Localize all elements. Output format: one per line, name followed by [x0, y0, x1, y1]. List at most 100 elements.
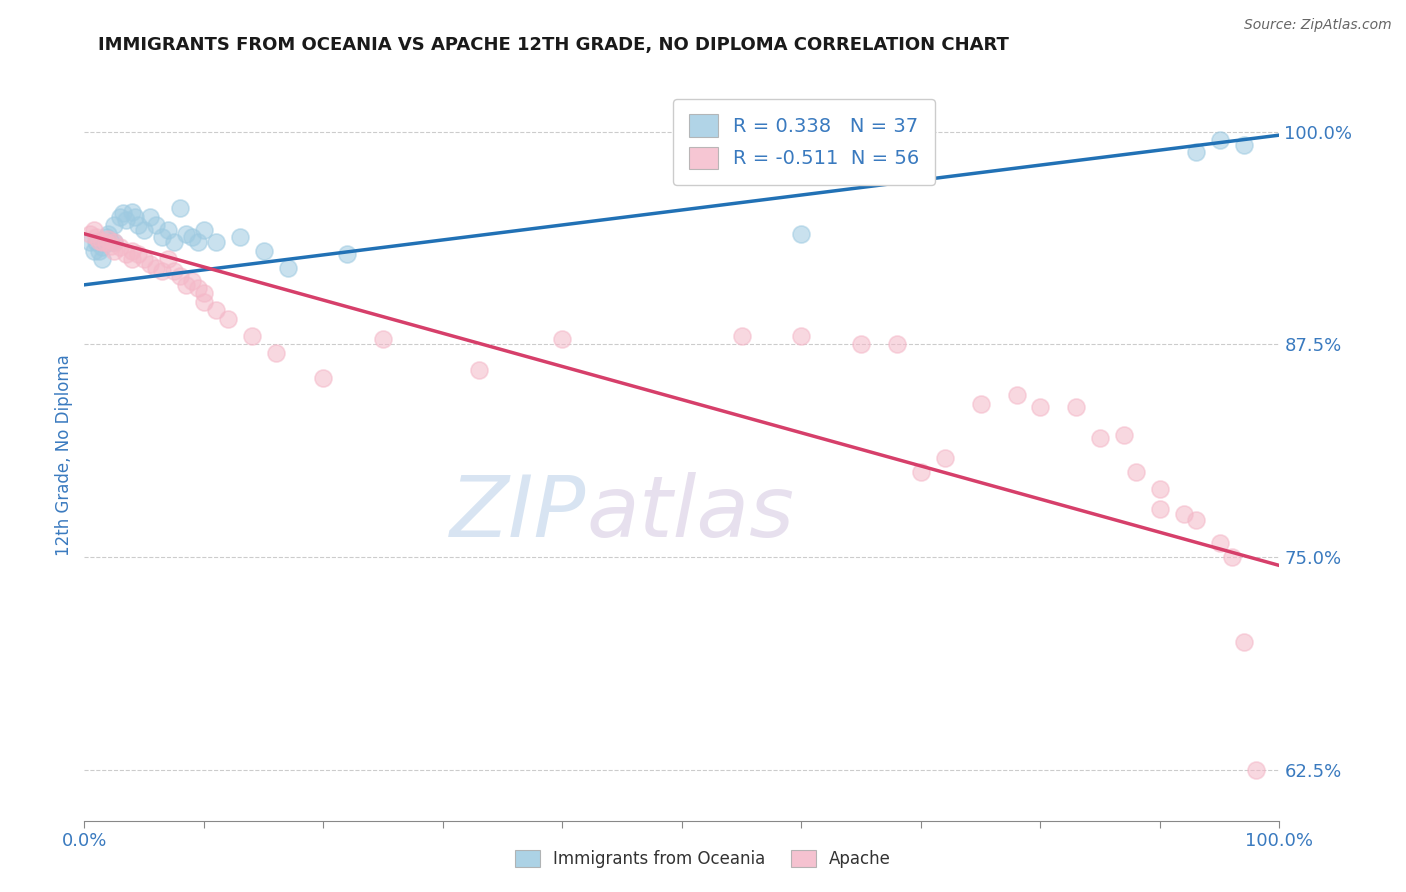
- Point: [139, 210, 162, 224]
- Point: [551, 332, 574, 346]
- Point: [91, 252, 114, 267]
- Point: [1209, 536, 1232, 550]
- Point: [169, 269, 191, 284]
- Point: [193, 223, 215, 237]
- Point: [181, 274, 204, 288]
- Point: [121, 252, 143, 267]
- Point: [181, 230, 204, 244]
- Point: [1149, 482, 1171, 496]
- Point: [94, 230, 117, 244]
- Point: [97, 227, 120, 241]
- Point: [1149, 502, 1171, 516]
- Point: [193, 286, 215, 301]
- Point: [132, 252, 156, 267]
- Point: [336, 247, 359, 261]
- Point: [169, 201, 191, 215]
- Point: [217, 311, 239, 326]
- Point: [110, 240, 132, 254]
- Point: [139, 257, 162, 271]
- Point: [1125, 465, 1147, 479]
- Point: [187, 281, 209, 295]
- Point: [910, 465, 932, 479]
- Point: [91, 240, 114, 254]
- Point: [145, 219, 167, 233]
- Point: [87, 244, 110, 258]
- Point: [277, 260, 299, 275]
- Point: [970, 397, 993, 411]
- Point: [1114, 427, 1136, 442]
- Point: [150, 264, 173, 278]
- Point: [79, 227, 101, 241]
- Point: [94, 235, 117, 250]
- Point: [103, 219, 125, 233]
- Point: [100, 235, 122, 250]
- Point: [83, 223, 105, 237]
- Point: [240, 329, 263, 343]
- Point: [1029, 401, 1052, 415]
- Point: [1220, 549, 1243, 564]
- Point: [1173, 508, 1195, 522]
- Point: [187, 235, 209, 250]
- Point: [103, 235, 125, 250]
- Point: [91, 235, 114, 250]
- Text: Source: ZipAtlas.com: Source: ZipAtlas.com: [1244, 18, 1392, 32]
- Point: [127, 247, 149, 261]
- Point: [157, 223, 180, 237]
- Point: [253, 244, 276, 258]
- Point: [157, 252, 180, 267]
- Point: [103, 235, 125, 250]
- Text: IMMIGRANTS FROM OCEANIA VS APACHE 12TH GRADE, NO DIPLOMA CORRELATION CHART: IMMIGRANTS FROM OCEANIA VS APACHE 12TH G…: [98, 36, 1010, 54]
- Legend: R = 0.338   N = 37, R = -0.511  N = 56: R = 0.338 N = 37, R = -0.511 N = 56: [673, 99, 935, 185]
- Point: [934, 451, 956, 466]
- Point: [1185, 145, 1208, 160]
- Point: [174, 227, 197, 241]
- Point: [373, 332, 395, 346]
- Point: [97, 232, 120, 246]
- Point: [731, 329, 754, 343]
- Point: [145, 260, 167, 275]
- Point: [1209, 133, 1232, 147]
- Point: [205, 303, 228, 318]
- Point: [1066, 401, 1088, 415]
- Text: ZIP: ZIP: [450, 472, 586, 555]
- Point: [121, 204, 143, 219]
- Point: [264, 346, 287, 360]
- Point: [115, 213, 138, 227]
- Point: [110, 210, 132, 224]
- Point: [174, 277, 197, 292]
- Point: [1090, 431, 1112, 445]
- Point: [86, 230, 108, 244]
- Point: [312, 371, 335, 385]
- Point: [87, 234, 110, 248]
- Point: [193, 294, 215, 309]
- Legend: Immigrants from Oceania, Apache: Immigrants from Oceania, Apache: [509, 843, 897, 875]
- Point: [132, 223, 156, 237]
- Point: [886, 337, 908, 351]
- Point: [468, 363, 491, 377]
- Point: [1233, 635, 1256, 649]
- Point: [229, 230, 252, 244]
- Point: [100, 238, 122, 252]
- Point: [1005, 388, 1028, 402]
- Point: [79, 235, 101, 250]
- Point: [1233, 138, 1256, 153]
- Point: [205, 235, 228, 250]
- Point: [1244, 763, 1267, 777]
- Point: [86, 235, 108, 250]
- Point: [121, 244, 143, 258]
- Point: [103, 244, 125, 258]
- Point: [150, 230, 173, 244]
- Point: [1185, 512, 1208, 526]
- Point: [124, 210, 146, 224]
- Point: [790, 227, 813, 241]
- Y-axis label: 12th Grade, No Diploma: 12th Grade, No Diploma: [55, 354, 73, 556]
- Point: [851, 337, 873, 351]
- Point: [163, 235, 186, 250]
- Point: [111, 206, 134, 220]
- Point: [83, 244, 105, 258]
- Text: atlas: atlas: [586, 472, 794, 555]
- Point: [115, 247, 138, 261]
- Point: [127, 219, 149, 233]
- Point: [163, 264, 186, 278]
- Point: [790, 329, 813, 343]
